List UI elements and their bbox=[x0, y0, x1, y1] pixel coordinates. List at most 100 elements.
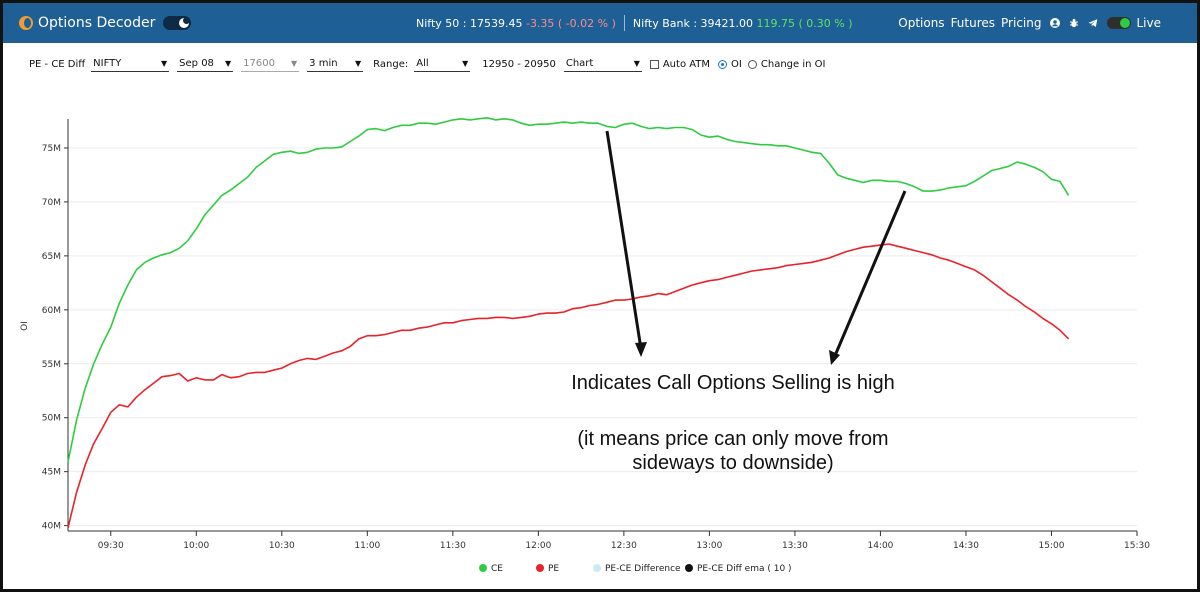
legend-item[interactable]: CE bbox=[479, 564, 503, 574]
y-tick-label: 45M bbox=[42, 468, 61, 478]
auto-atm-label: Auto ATM bbox=[662, 58, 711, 70]
oi-label: OI bbox=[731, 58, 742, 70]
legend-marker bbox=[593, 564, 601, 572]
y-tick-label: 50M bbox=[42, 414, 61, 424]
annotation-line-3: sideways to downside) bbox=[632, 452, 834, 474]
legend-label: PE bbox=[548, 564, 559, 574]
grid-layer bbox=[68, 147, 1137, 527]
nav-link-futures[interactable]: Futures bbox=[950, 16, 996, 30]
moon-icon bbox=[179, 17, 191, 28]
x-tick-label: 10:00 bbox=[183, 541, 209, 551]
brand-link[interactable]: Options Decoder bbox=[19, 15, 155, 31]
arrow-left-head bbox=[635, 342, 647, 357]
chevron-down-icon: ▼ bbox=[291, 59, 298, 68]
bug-icon[interactable] bbox=[1069, 18, 1079, 28]
x-tick-label: 10:30 bbox=[269, 541, 295, 551]
chevron-down-icon: ▼ bbox=[225, 59, 232, 68]
y-tick-label: 70M bbox=[42, 198, 61, 208]
theme-toggle[interactable] bbox=[163, 16, 192, 30]
legend-marker bbox=[685, 564, 693, 572]
series-layer bbox=[67, 117, 1070, 528]
range-value: All bbox=[416, 58, 429, 69]
nifty-change: -3.35 ( -0.02 % ) bbox=[525, 16, 616, 30]
legend-marker bbox=[479, 564, 487, 572]
x-tick-label: 14:00 bbox=[867, 541, 893, 551]
x-tick-label: 11:00 bbox=[354, 541, 380, 551]
live-knob bbox=[1120, 18, 1131, 28]
range-select[interactable]: All ▼ bbox=[414, 57, 471, 72]
y-tick-label: 75M bbox=[42, 144, 61, 154]
x-tick-label: 15:30 bbox=[1124, 541, 1150, 551]
x-tick-label: 12:30 bbox=[611, 541, 637, 551]
x-tick-label: 09:30 bbox=[98, 541, 124, 551]
change-oi-radio[interactable] bbox=[747, 59, 757, 69]
legend-marker bbox=[536, 564, 544, 572]
chevron-down-icon: ▼ bbox=[633, 59, 640, 68]
chart-legend: CE PE PE-CE Difference PE-CE Diff ema ( 10 … bbox=[479, 564, 792, 574]
annotation-line-2: (it means price can only move from bbox=[577, 428, 889, 450]
nav-link-options[interactable]: Options bbox=[898, 16, 945, 30]
range-values: 12950 - 20950 bbox=[482, 58, 556, 70]
y-tick-label: 65M bbox=[42, 252, 61, 262]
x-tick-label: 13:00 bbox=[696, 541, 722, 551]
nav-link-pricing[interactable]: Pricing bbox=[1001, 16, 1042, 30]
series-line-ce bbox=[67, 117, 1070, 463]
logo-icon bbox=[19, 16, 33, 30]
expiry-value: Sep 08 bbox=[179, 58, 214, 69]
arrow-right-shaft bbox=[832, 190, 907, 359]
interval-select[interactable]: 3 min ▼ bbox=[307, 57, 364, 72]
legend-item[interactable]: PE-CE Difference bbox=[593, 564, 681, 574]
brand-name: Options Decoder bbox=[38, 15, 156, 31]
x-tick-label: 12:00 bbox=[525, 541, 551, 551]
annotation-arrows bbox=[605, 130, 907, 365]
top-navbar: Options Decoder Nifty 50 : 17539.45 -3.3… bbox=[3, 3, 1197, 43]
chevron-down-icon: ▼ bbox=[355, 59, 362, 68]
live-label: Live bbox=[1136, 16, 1161, 30]
oi-chart: 40M 45M 50M 55M 60M 65M 70M 75M OI 09:30 10:00 10:3… bbox=[20, 117, 1150, 574]
strike-value: 17600 bbox=[243, 58, 275, 69]
range-label: Range: bbox=[373, 58, 409, 70]
mode-label: PE - CE Diff bbox=[29, 58, 86, 70]
arrow-right-head bbox=[829, 350, 840, 365]
legend-label: PE-CE Diff ema ( 10 ) bbox=[697, 564, 792, 574]
symbol-select[interactable]: NIFTY ▼ bbox=[91, 57, 170, 72]
banknifty-label: Nifty Bank : 39421.00 bbox=[632, 16, 754, 30]
chevron-down-icon: ▼ bbox=[161, 59, 168, 68]
change-oi-label: Change in OI bbox=[760, 58, 826, 70]
symbol-value: NIFTY bbox=[93, 58, 122, 69]
y-tick-label: 40M bbox=[42, 522, 61, 532]
controls-bar: PE - CE Diff NIFTY ▼ Sep 08 ▼ 17600 ▼ 3 min… bbox=[29, 55, 831, 73]
nifty-label: Nifty 50 : 17539.45 bbox=[416, 16, 523, 30]
live-toggle[interactable] bbox=[1107, 17, 1132, 29]
x-tick-label: 11:30 bbox=[440, 541, 466, 551]
y-tick-label: 55M bbox=[42, 360, 61, 370]
arrow-left-shaft bbox=[605, 130, 643, 350]
legend-label: CE bbox=[491, 564, 503, 574]
strike-select[interactable]: 17600 ▼ bbox=[241, 57, 300, 72]
annotation-line-1: Indicates Call Options Selling is high bbox=[571, 372, 895, 394]
banknifty-change: 119.75 ( 0.30 % ) bbox=[756, 16, 853, 30]
x-tick-label: 15:00 bbox=[1039, 541, 1065, 551]
interval-value: 3 min bbox=[309, 58, 338, 69]
view-value: Chart bbox=[565, 58, 594, 69]
auto-atm-checkbox[interactable] bbox=[649, 59, 659, 69]
legend-item[interactable]: PE bbox=[536, 564, 559, 574]
chevron-down-icon: ▼ bbox=[462, 59, 469, 68]
expiry-select[interactable]: Sep 08 ▼ bbox=[177, 57, 234, 72]
user-icon[interactable] bbox=[1050, 18, 1061, 28]
x-tick-label: 13:30 bbox=[782, 541, 808, 551]
nav-links: Options Futures Pricing Live bbox=[892, 3, 1161, 43]
annotation-text: Indicates Call Options Selling is high (… bbox=[503, 371, 963, 475]
legend-item[interactable]: PE-CE Diff ema ( 10 ) bbox=[685, 564, 792, 574]
y-axis-title: OI bbox=[20, 321, 30, 331]
series-line-pe bbox=[67, 243, 1070, 528]
axis-layer: 40M 45M 50M 55M 60M 65M 70M 75M OI 09:30 10:00 10:3… bbox=[20, 119, 1150, 551]
y-tick-label: 60M bbox=[42, 306, 61, 316]
legend-label: PE-CE Difference bbox=[605, 564, 681, 574]
ticker-divider bbox=[623, 15, 625, 31]
view-select[interactable]: Chart ▼ bbox=[563, 57, 642, 72]
oi-radio[interactable] bbox=[718, 59, 728, 69]
x-tick-label: 14:30 bbox=[953, 541, 979, 551]
telegram-icon[interactable] bbox=[1088, 18, 1098, 28]
